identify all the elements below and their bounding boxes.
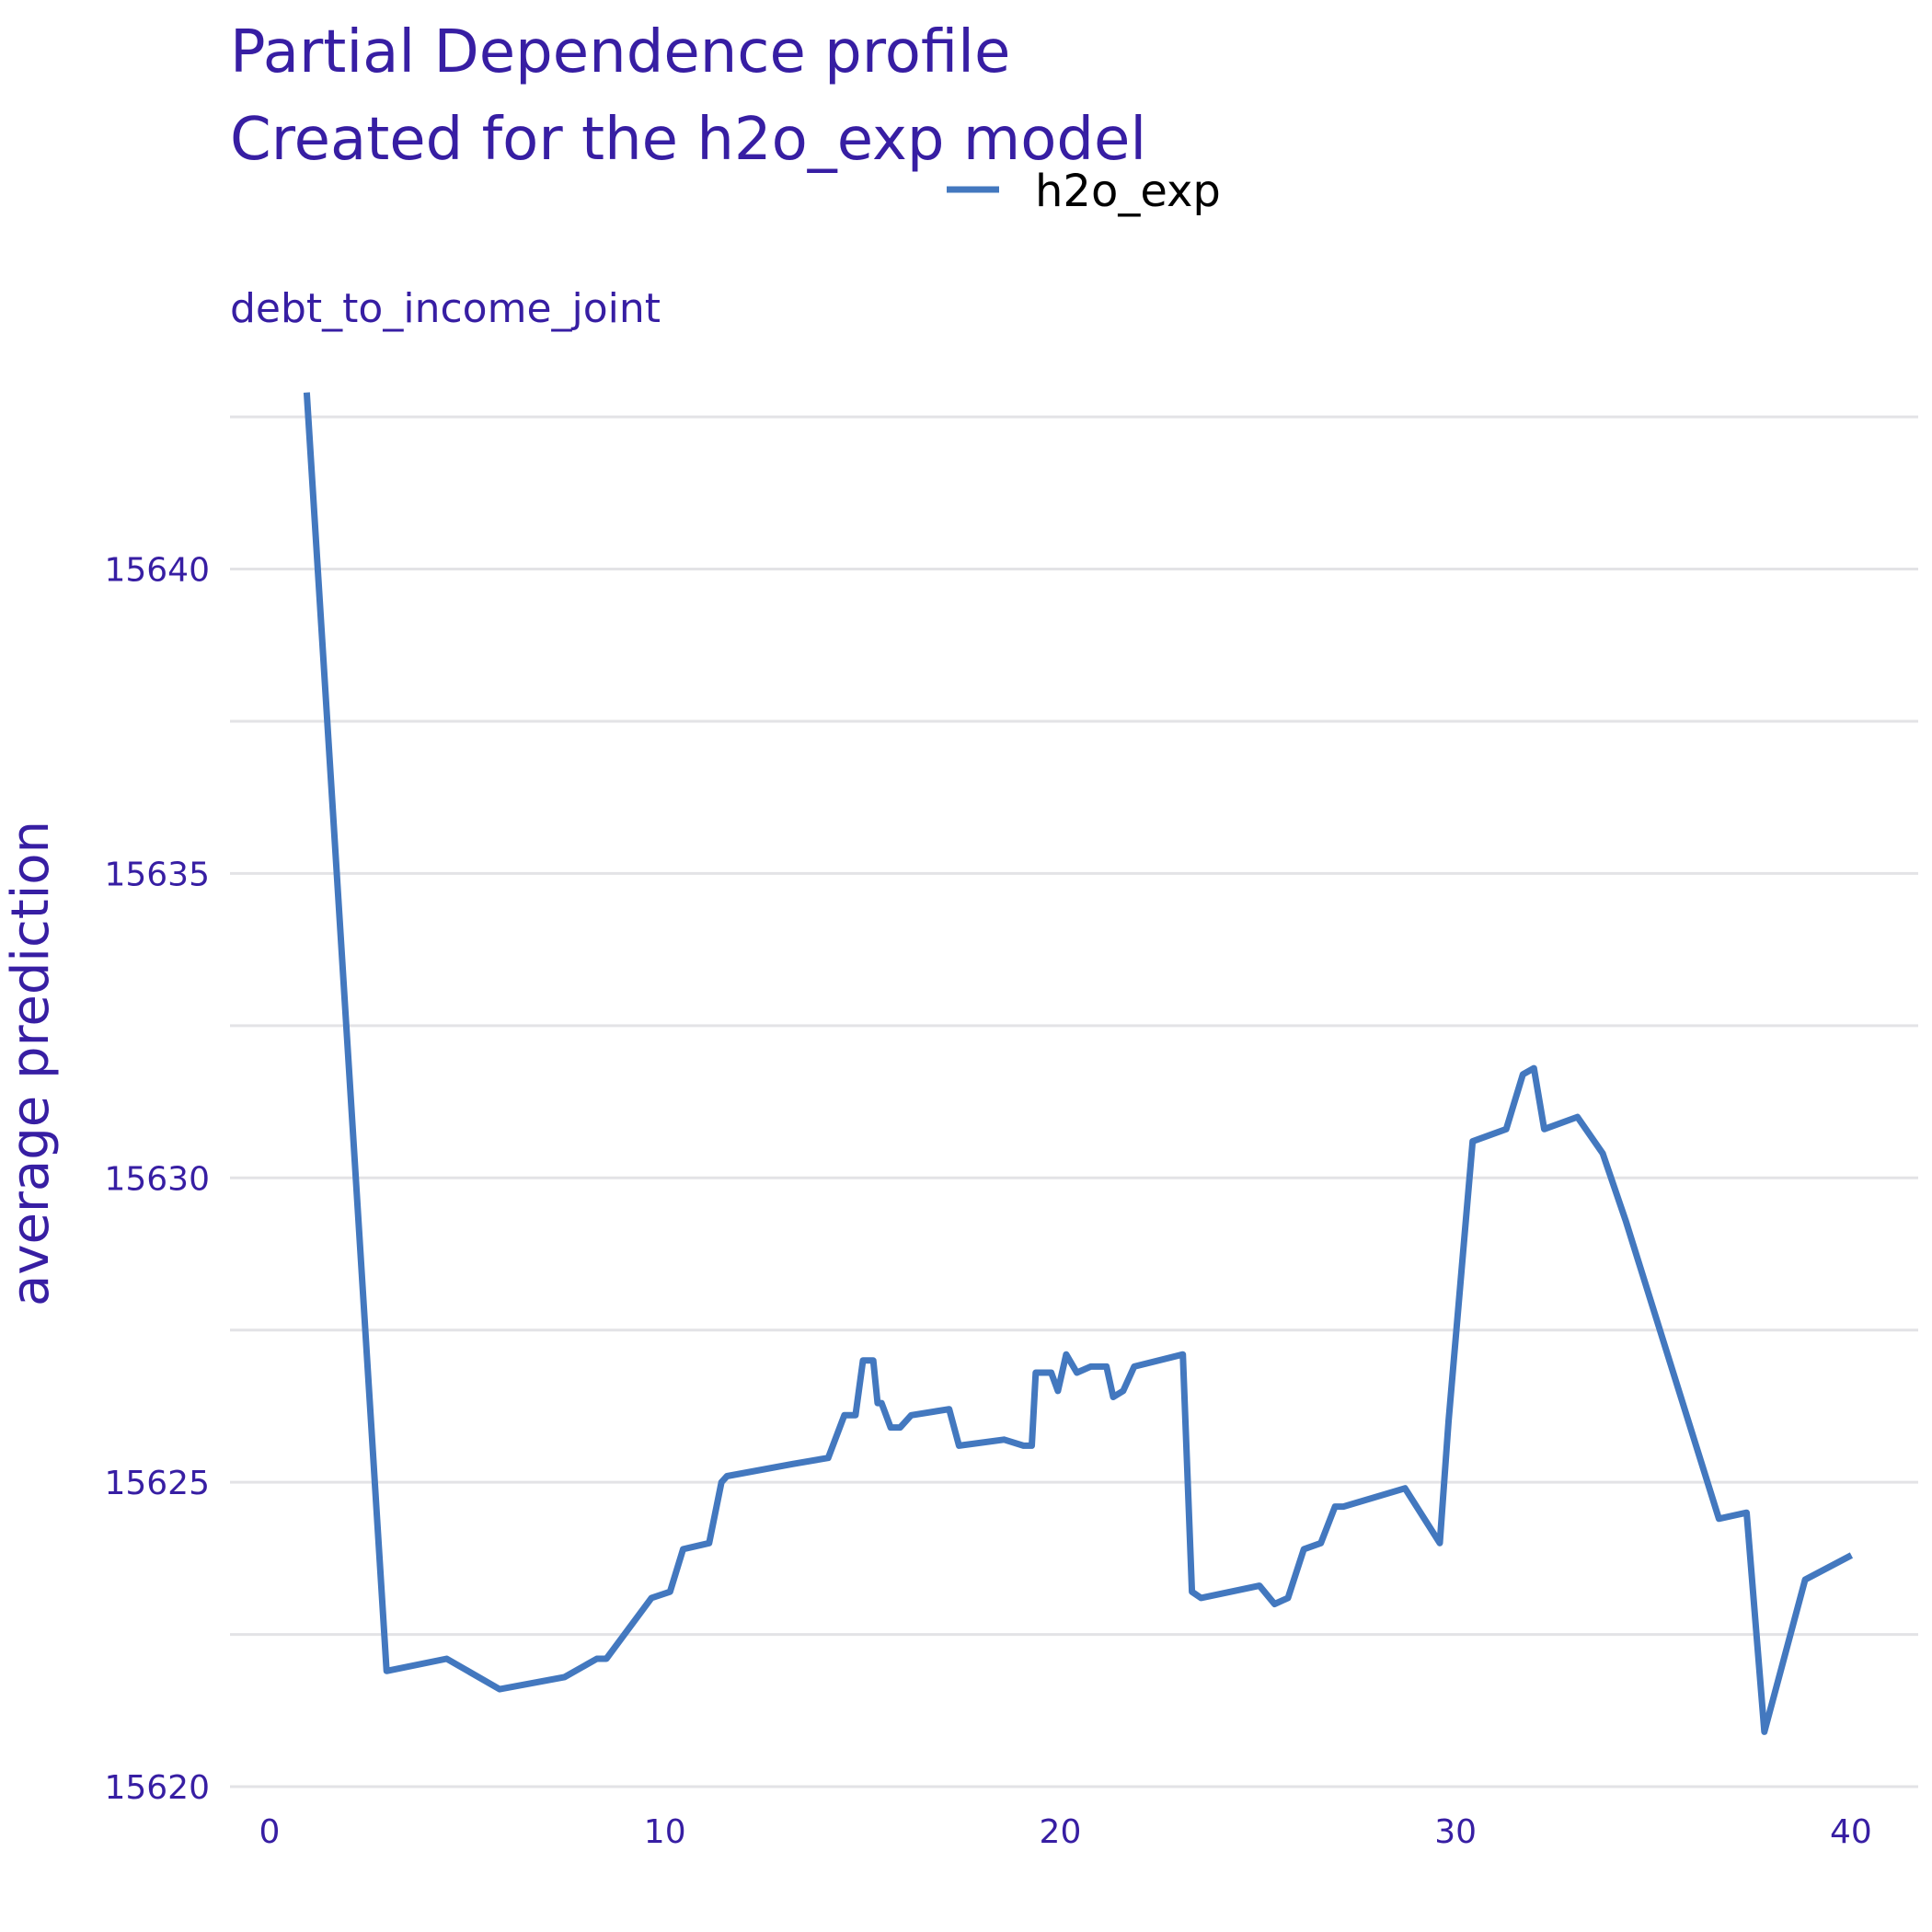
y-axis-ticks: 15620 15625 15630 15635 15640 [104,552,210,1807]
chart-title: Partial Dependence profile [230,18,1010,86]
y-tick-label: 15625 [104,1465,210,1502]
x-axis-ticks: 0 10 20 30 40 [259,1813,1872,1851]
gridlines [230,415,1918,1788]
facet-label: debt_to_income_joint [230,285,661,332]
chart-subtitle: Created for the h2o_exp model [230,106,1146,174]
y-tick-label: 15620 [104,1769,210,1807]
legend: h2o_exp [947,166,1221,217]
x-tick-label: 30 [1434,1813,1477,1851]
series-line-h2o_exp [303,392,1854,1735]
y-axis-label: average prediction [1,821,61,1306]
y-tick-label: 15630 [104,1160,210,1198]
x-tick-label: 40 [1830,1813,1872,1851]
legend-label-h2o_exp: h2o_exp [1035,166,1221,217]
x-tick-label: 0 [259,1813,281,1851]
y-tick-label: 15640 [104,552,210,590]
x-tick-label: 10 [644,1813,686,1851]
series-layer [303,392,1854,1735]
y-tick-label: 15635 [104,856,210,893]
x-tick-label: 20 [1040,1813,1082,1851]
